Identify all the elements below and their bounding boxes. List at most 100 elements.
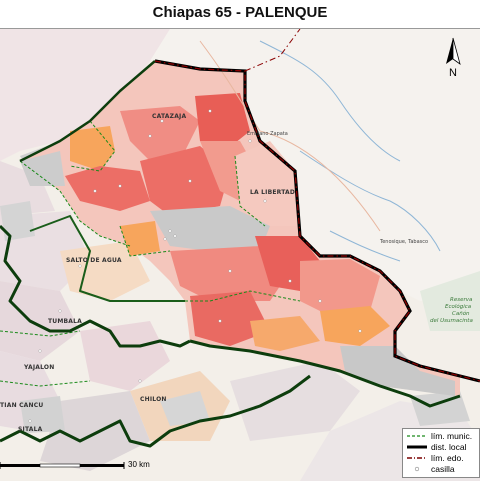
casilla-point-9: [263, 199, 267, 203]
casilla-point-6: [208, 109, 212, 113]
munic-border-6: [0, 330, 81, 337]
casilla-point-18: [28, 419, 32, 423]
scale-segment-2: [39, 463, 81, 468]
legend-casilla-symbol: [414, 466, 420, 472]
casilla-point-19: [358, 329, 362, 333]
munic-border-2: [234, 155, 266, 227]
map-canvas[interactable]: CATAZAJA LA LIBERTAD SALTO DE AGUA TUMBA…: [0, 28, 480, 481]
casilla-points: [28, 109, 362, 423]
outside-region-sw4: [80, 321, 170, 391]
label-reserve-4: del Usumacinta: [430, 318, 473, 324]
local-district-border-south: [189, 339, 461, 408]
legend-munic-symbol: [407, 435, 427, 437]
municipal-borders: [0, 120, 301, 387]
river-lines: [199, 40, 441, 262]
tabasco-region: [150, 29, 480, 301]
map-svg: CATAZAJA LA LIBERTAD SALTO DE AGUA TUMBA…: [0, 29, 480, 481]
label-tumbala: TUMBALA: [48, 318, 82, 325]
map-labels: CATAZAJA LA LIBERTAD SALTO DE AGUA TUMBA…: [0, 113, 473, 433]
outside-region-north: [0, 29, 170, 161]
region-red-north: [195, 93, 250, 151]
casilla-point-13: [218, 319, 222, 323]
legend-item-district: dist. local: [407, 442, 479, 453]
north-arrow-right-half: [452, 37, 461, 65]
casilla-point-5: [148, 134, 152, 138]
legend-munic-label: lím. munic.: [431, 431, 473, 441]
label-reserve-3: Cañón: [452, 310, 470, 317]
legend-district-label: dist. local: [431, 442, 467, 452]
casilla-point-17: [138, 379, 142, 383]
label-reserve-2: Ecológica: [445, 303, 472, 310]
legend-item-munic: lím. munic.: [407, 431, 479, 442]
munic-border-7: [0, 380, 91, 387]
label-la-libertad: LA LIBERTAD: [250, 189, 295, 196]
legend-state-label: lím. edo.: [431, 453, 464, 463]
outside-region-s2: [40, 391, 150, 471]
munic-border-1: [69, 120, 116, 172]
munic-border-5: [185, 290, 301, 302]
state-border: [154, 29, 480, 383]
scale-bar-graphic: [0, 462, 125, 469]
reserve-area: [420, 271, 480, 331]
label-chilon: CHILON: [140, 396, 167, 403]
north-arrow-icon: N: [446, 37, 461, 79]
legend-state-symbol: [407, 457, 427, 459]
river-2: [299, 150, 441, 252]
scale-segment-3: [80, 464, 124, 467]
casilla-point-16: [38, 349, 42, 353]
north-arrow: N: [440, 36, 466, 79]
outside-region-sw2: [60, 241, 150, 301]
casilla-point-20: [248, 139, 252, 143]
casilla-point-2: [173, 234, 177, 238]
north-label: N: [449, 67, 457, 78]
river-3: [329, 230, 401, 262]
label-emiliano-zapata: Emiliano Zapata: [247, 131, 288, 137]
local-district-border-west: [0, 224, 191, 348]
legend-casilla-label: casilla: [431, 464, 455, 474]
casilla-point-14: [78, 264, 82, 268]
label-reserve-1: Reserva: [450, 297, 473, 303]
region-gray-east: [340, 346, 455, 396]
outside-region-sw3: [0, 281, 80, 361]
casilla-point-7: [93, 189, 97, 193]
casilla-point-15: [58, 309, 62, 313]
local-district-border-sw: [0, 374, 311, 448]
label-yajalon: YAJALON: [23, 364, 54, 371]
map-title: Chiapas 65 - PALENQUE: [152, 4, 328, 21]
map-legend: lím. munic. dist. local lím. edo. casill…: [402, 428, 480, 478]
region-gray-center: [150, 206, 270, 251]
region-red-center: [140, 146, 230, 216]
scale-label: 30 km: [128, 460, 150, 469]
outside-region-gray-sw: [20, 396, 65, 433]
casilla-point-12: [318, 299, 322, 303]
district-outline-west: [19, 60, 156, 163]
label-tian-cancu: TIAN CANCU: [0, 402, 43, 409]
region-salmon-mid: [170, 246, 290, 301]
scale-segment-1: [0, 464, 40, 467]
casilla-point-21: [188, 179, 192, 183]
casilla-point-3: [163, 237, 167, 241]
legend-item-casilla: casilla: [407, 464, 479, 475]
scale-bar: 30 km: [0, 458, 160, 478]
region-orange-south: [250, 316, 320, 351]
region-red-catazaja: [120, 106, 200, 161]
road-2: [259, 130, 381, 232]
label-salto-de-agua: SALTO DE AGUA: [66, 257, 122, 264]
casilla-point-1: [168, 229, 172, 233]
label-tenosique: Tenosique, Tabasco: [379, 239, 428, 245]
legend-district-symbol: [407, 445, 427, 449]
river-1: [259, 40, 401, 162]
munic-border-3: [119, 225, 171, 257]
casilla-point-4: [160, 119, 164, 123]
label-catazaja: CATAZAJA: [152, 113, 186, 120]
region-red-south: [190, 291, 270, 346]
district-borders: [0, 60, 461, 448]
outside-region-west: [0, 161, 55, 216]
region-orange-east: [320, 306, 390, 346]
state-border-dash: [154, 60, 480, 382]
region-red-west: [65, 166, 150, 211]
casilla-point-11: [288, 279, 292, 283]
label-sitala: SITALA: [18, 426, 43, 433]
district-regions: [20, 61, 460, 396]
